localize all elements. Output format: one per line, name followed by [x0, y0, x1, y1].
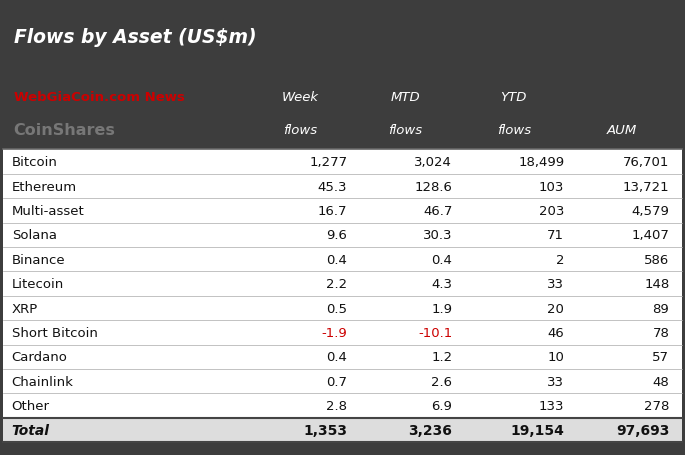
Text: 2.6: 2.6: [432, 375, 452, 388]
Text: Total: Total: [12, 423, 49, 437]
FancyBboxPatch shape: [3, 296, 682, 320]
FancyBboxPatch shape: [3, 248, 682, 272]
Text: 1,407: 1,407: [632, 229, 669, 242]
Text: 128.6: 128.6: [414, 180, 452, 193]
Text: AUM: AUM: [607, 123, 637, 136]
Text: Cardano: Cardano: [12, 350, 68, 364]
Text: 76,701: 76,701: [623, 156, 669, 169]
Text: Chainlink: Chainlink: [12, 375, 73, 388]
Text: Litecoin: Litecoin: [12, 278, 64, 291]
Text: Flows by Asset (US$m): Flows by Asset (US$m): [14, 28, 256, 47]
Text: Binance: Binance: [12, 253, 65, 266]
Text: 2: 2: [556, 253, 564, 266]
Text: 1.2: 1.2: [431, 350, 452, 364]
Text: 19,154: 19,154: [510, 423, 564, 437]
Text: Bitcoin: Bitcoin: [12, 156, 58, 169]
FancyBboxPatch shape: [3, 75, 682, 150]
Text: Short Bitcoin: Short Bitcoin: [12, 326, 97, 339]
Text: 1,277: 1,277: [309, 156, 347, 169]
Text: 0.4: 0.4: [326, 350, 347, 364]
Text: Multi-asset: Multi-asset: [12, 204, 84, 217]
Text: 3,024: 3,024: [414, 156, 452, 169]
FancyBboxPatch shape: [3, 394, 682, 418]
Text: 89: 89: [653, 302, 669, 315]
Text: 4.3: 4.3: [432, 278, 452, 291]
Text: -10.1: -10.1: [418, 326, 452, 339]
Text: flows: flows: [388, 123, 422, 136]
Text: 71: 71: [547, 229, 564, 242]
Text: 30.3: 30.3: [423, 229, 452, 242]
FancyBboxPatch shape: [3, 272, 682, 296]
FancyBboxPatch shape: [3, 199, 682, 223]
FancyBboxPatch shape: [3, 418, 682, 442]
Text: 586: 586: [644, 253, 669, 266]
Text: 46.7: 46.7: [423, 204, 452, 217]
Text: 20: 20: [547, 302, 564, 315]
Text: XRP: XRP: [12, 302, 38, 315]
Text: 48: 48: [653, 375, 669, 388]
FancyBboxPatch shape: [3, 369, 682, 394]
Text: 0.4: 0.4: [432, 253, 452, 266]
Text: 57: 57: [652, 350, 669, 364]
Text: Other: Other: [12, 399, 49, 412]
FancyBboxPatch shape: [3, 150, 682, 175]
Text: WebGiaCoin.com News: WebGiaCoin.com News: [14, 91, 184, 104]
Text: CoinShares: CoinShares: [14, 122, 116, 137]
FancyBboxPatch shape: [3, 345, 682, 369]
Text: 103: 103: [539, 180, 564, 193]
Text: 9.6: 9.6: [326, 229, 347, 242]
Text: 0.7: 0.7: [326, 375, 347, 388]
Text: MTD: MTD: [390, 91, 420, 104]
Text: 148: 148: [644, 278, 669, 291]
Text: 45.3: 45.3: [318, 180, 347, 193]
Text: 2.8: 2.8: [326, 399, 347, 412]
Text: 4,579: 4,579: [632, 204, 669, 217]
Text: 203: 203: [539, 204, 564, 217]
Text: flows: flows: [497, 123, 531, 136]
Text: 33: 33: [547, 375, 564, 388]
Text: 1,353: 1,353: [303, 423, 347, 437]
Text: 13,721: 13,721: [623, 180, 669, 193]
Text: 0.5: 0.5: [326, 302, 347, 315]
Text: 133: 133: [538, 399, 564, 412]
Text: 1.9: 1.9: [432, 302, 452, 315]
Text: YTD: YTD: [501, 91, 527, 104]
Text: Ethereum: Ethereum: [12, 180, 77, 193]
Text: 16.7: 16.7: [318, 204, 347, 217]
Text: flows: flows: [283, 123, 317, 136]
Text: 97,693: 97,693: [616, 423, 669, 437]
Text: 0.4: 0.4: [326, 253, 347, 266]
Text: 18,499: 18,499: [518, 156, 564, 169]
Text: 10: 10: [547, 350, 564, 364]
FancyBboxPatch shape: [3, 223, 682, 248]
FancyBboxPatch shape: [3, 320, 682, 345]
FancyBboxPatch shape: [3, 175, 682, 199]
Text: 3,236: 3,236: [408, 423, 452, 437]
FancyBboxPatch shape: [3, 0, 682, 75]
Text: Week: Week: [282, 91, 319, 104]
Text: 33: 33: [547, 278, 564, 291]
Text: 278: 278: [644, 399, 669, 412]
Text: -1.9: -1.9: [321, 326, 347, 339]
Text: 6.9: 6.9: [432, 399, 452, 412]
Text: 46: 46: [547, 326, 564, 339]
Text: 2.2: 2.2: [326, 278, 347, 291]
Text: 78: 78: [652, 326, 669, 339]
Text: Solana: Solana: [12, 229, 57, 242]
